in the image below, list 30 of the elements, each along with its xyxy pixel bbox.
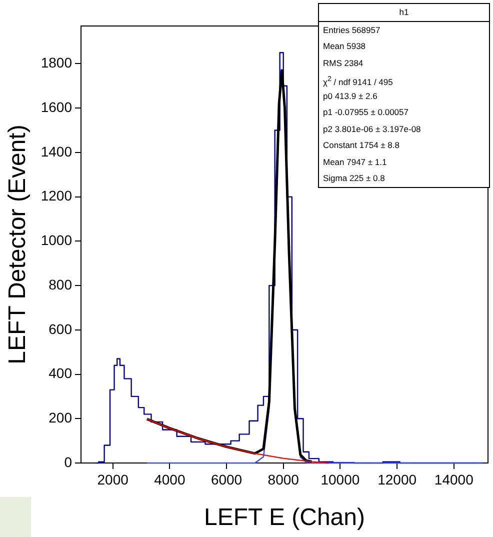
annotation: p0 413.9 ± 2.6	[322, 90, 378, 103]
x-axis-title: LEFT E (Chan)	[204, 504, 365, 532]
y-tick-label: 1600	[40, 98, 72, 115]
y-tick-label: 0	[64, 454, 72, 470]
y-tick-label: 600	[48, 320, 72, 337]
text: h1	[399, 7, 409, 17]
annotation: Mean 5938	[322, 40, 367, 53]
y-tick-label: 1000	[40, 232, 72, 248]
annotation: p1 -0.07955 ± 0.00057	[322, 106, 410, 119]
y-tick-label: 1400	[40, 143, 72, 160]
annotation: Sigma 225 ± 0.8	[322, 172, 386, 185]
y-tick-label: 400	[48, 365, 72, 382]
x-tick-label: 4000	[154, 471, 186, 488]
x-tick-label: 10000	[320, 471, 360, 488]
annotation: Constant 1754 ± 8.8	[322, 139, 400, 152]
x-tick-label: 12000	[378, 471, 417, 488]
y-tick-label: 800	[48, 276, 72, 292]
annotation: χ$^{2}$ / ndf 9141 / 495	[322, 74, 394, 88]
y-tick-label: 1800	[40, 54, 72, 71]
annotation: p2 3.801e-06 ± 3.197e-08	[322, 122, 422, 136]
x-tick-label: 6000	[210, 471, 242, 488]
annotation: Entries 568957	[322, 24, 382, 36]
x-tick-label: 8000	[268, 471, 300, 488]
x-tick-label: 14000	[434, 471, 474, 488]
annotation: RMS 2384	[322, 56, 364, 70]
x-tick-label: 2000	[97, 471, 129, 488]
y-tick-label: 200	[48, 409, 72, 426]
y-tick-label: 1200	[40, 188, 72, 204]
y-axis-title: LEFT Detector (Event)	[4, 124, 32, 364]
annotation: Mean 7947 ± 1.1	[322, 156, 388, 168]
